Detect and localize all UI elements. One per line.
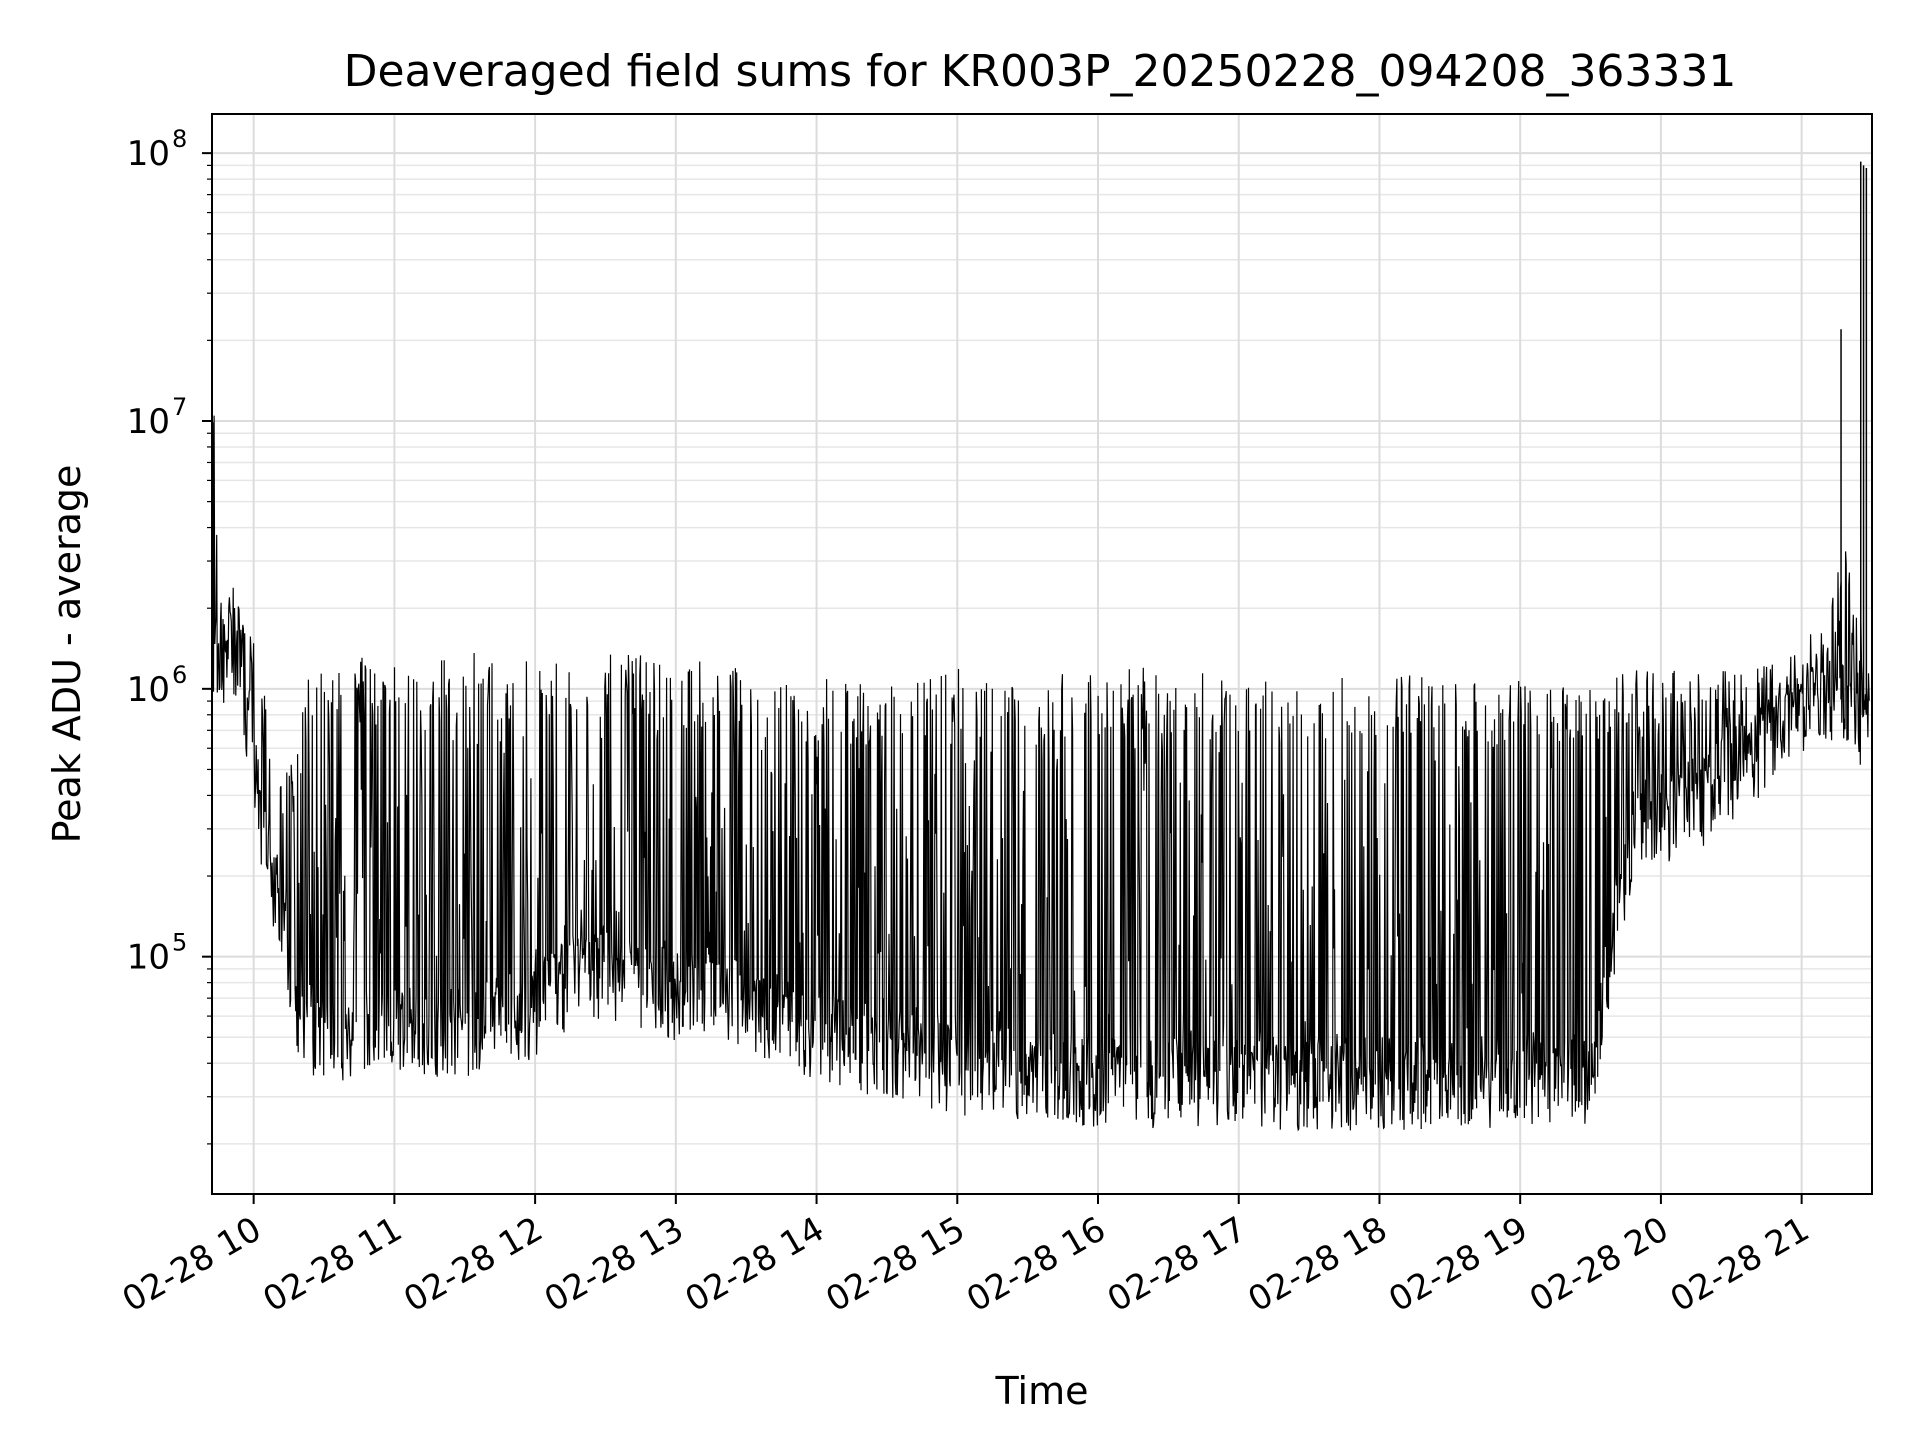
y-tick-label: 10 (127, 670, 170, 710)
y-tick-exponent: 7 (172, 393, 187, 421)
y-tick-exponent: 6 (172, 661, 187, 689)
chart-title: Deaveraged field sums for KR003P_2025022… (344, 46, 1737, 97)
y-tick-label: 10 (127, 938, 170, 978)
y-tick-exponent: 5 (172, 929, 187, 957)
y-tick-label: 10 (127, 402, 170, 442)
x-axis-label: Time (995, 1369, 1089, 1413)
y-axis-label: Peak ADU - average (45, 465, 89, 844)
y-tick-label: 10 (127, 134, 170, 174)
data-layer (212, 161, 1870, 1132)
series-line (212, 415, 1870, 1132)
plot-frame (211, 113, 1873, 1195)
y-tick-exponent: 8 (172, 125, 187, 153)
